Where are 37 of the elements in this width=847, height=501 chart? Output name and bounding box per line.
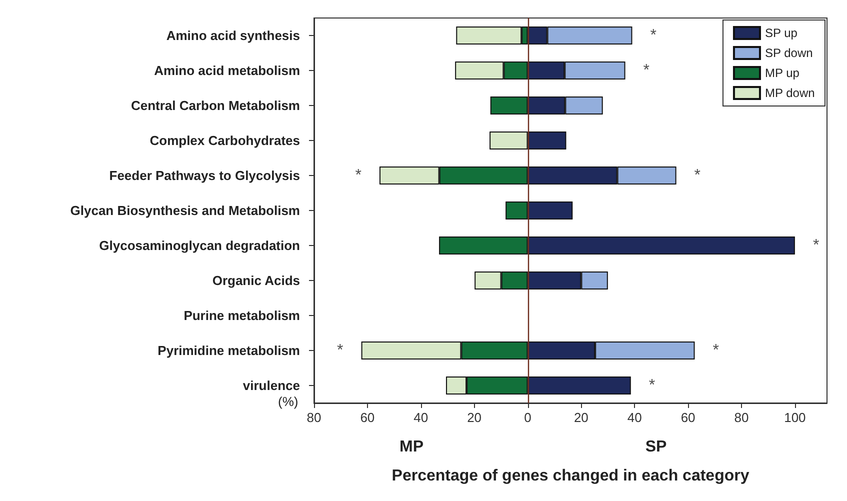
y-tick-label: Purine metabolism (184, 308, 300, 323)
x-axis-title: Percentage of genes changed in each category (392, 468, 750, 484)
y-tick-label: Amino acid metabolism (154, 63, 300, 78)
y-tick-label: Central Carbon Metabolism (130, 98, 300, 113)
y-tick-label: Glycan Biosynthesis and Metabolism (70, 203, 300, 218)
legend-label: MP up (764, 66, 800, 80)
x-tick-label: 80 (306, 410, 322, 425)
x-tick-label: 60 (680, 410, 696, 425)
x-tick-label: 20 (574, 410, 588, 425)
legend-label: MP down (764, 86, 815, 100)
annotation: * (812, 237, 820, 254)
y-tick-label: Glycosaminoglycan degradation (99, 238, 300, 253)
annotation: * (712, 342, 719, 359)
y-tick-label: Amino acid synthesis (166, 28, 300, 43)
legend-label: SP down (764, 46, 813, 60)
y-tick-label: Organic Acids (212, 273, 300, 288)
x-tick-label: 40 (627, 410, 642, 425)
y-tick-label: Feeder Pathways to Glycolysis (109, 168, 300, 183)
x-tick-label: 100 (784, 410, 806, 425)
annotation: * (648, 377, 656, 394)
annotation: * (337, 342, 344, 359)
annotation: * (355, 167, 362, 184)
annotation: * (694, 167, 701, 184)
annotation: * (643, 62, 650, 79)
text: MP (400, 438, 424, 456)
text: SP (645, 438, 667, 456)
x-tick-label: 40 (414, 410, 428, 425)
y-tick-label: virulence (242, 378, 300, 393)
annotation: * (650, 27, 656, 44)
legend-label: SP up (764, 26, 798, 40)
x-tick-label: 60 (360, 410, 375, 425)
text: (%) (278, 394, 298, 409)
y-tick-label: Complex Carbohydrates (150, 133, 300, 148)
x-tick-label: 20 (467, 410, 482, 425)
x-tick-label: 0 (524, 410, 532, 425)
y-tick-label: Pyrimidine metabolism (158, 343, 300, 358)
x-tick-label: 80 (734, 410, 749, 425)
